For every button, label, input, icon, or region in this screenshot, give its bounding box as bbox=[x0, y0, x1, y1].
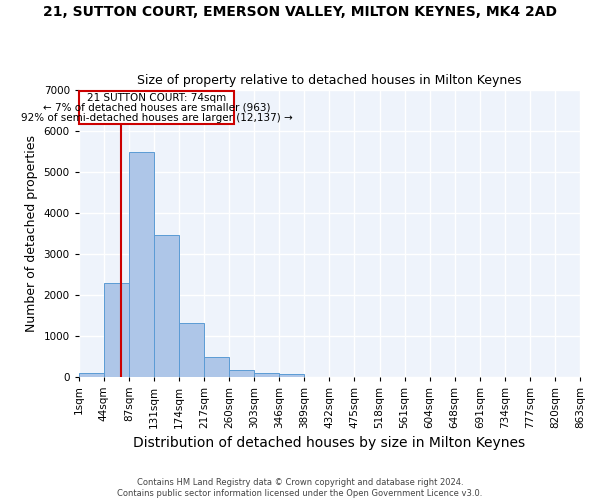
Bar bbox=[204, 357, 229, 376]
Text: 21, SUTTON COURT, EMERSON VALLEY, MILTON KEYNES, MK4 2AD: 21, SUTTON COURT, EMERSON VALLEY, MILTON… bbox=[43, 5, 557, 19]
Bar bbox=[279, 374, 304, 376]
Y-axis label: Number of detached properties: Number of detached properties bbox=[25, 134, 38, 332]
Text: 21 SUTTON COURT: 74sqm: 21 SUTTON COURT: 74sqm bbox=[87, 92, 226, 102]
Bar bbox=[254, 373, 279, 376]
Text: 92% of semi-detached houses are larger (12,137) →: 92% of semi-detached houses are larger (… bbox=[20, 112, 292, 122]
X-axis label: Distribution of detached houses by size in Milton Keynes: Distribution of detached houses by size … bbox=[133, 436, 526, 450]
Bar bbox=[229, 370, 254, 376]
Text: ← 7% of detached houses are smaller (963): ← 7% of detached houses are smaller (963… bbox=[43, 102, 270, 113]
Title: Size of property relative to detached houses in Milton Keynes: Size of property relative to detached ho… bbox=[137, 74, 521, 87]
Bar bbox=[179, 323, 204, 376]
FancyBboxPatch shape bbox=[79, 91, 234, 124]
Bar bbox=[129, 152, 154, 376]
Bar bbox=[154, 235, 179, 376]
Bar bbox=[104, 283, 129, 376]
Text: Contains HM Land Registry data © Crown copyright and database right 2024.
Contai: Contains HM Land Registry data © Crown c… bbox=[118, 478, 482, 498]
Bar bbox=[79, 373, 104, 376]
